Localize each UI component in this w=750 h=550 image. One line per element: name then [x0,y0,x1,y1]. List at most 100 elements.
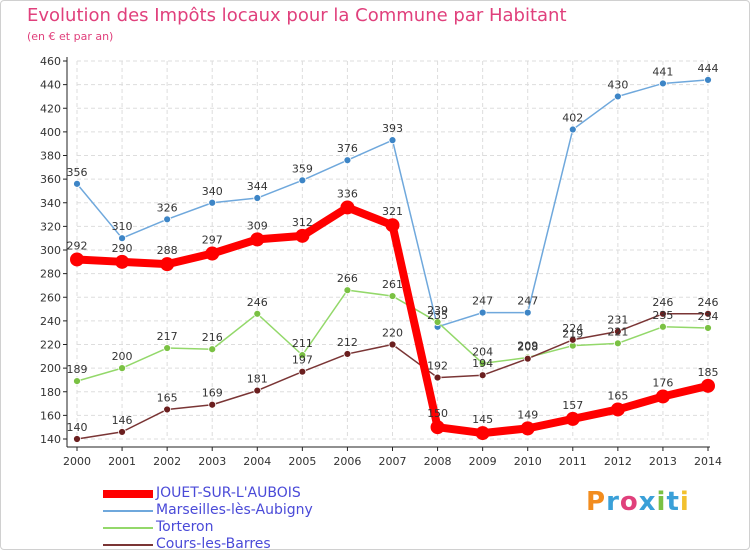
series-4-point [73,435,81,443]
series-4-data-label: 181 [247,373,268,386]
series-4-point [343,350,352,358]
series-3-point [478,359,487,368]
legend-label: Torteron [156,519,214,535]
series-4-point [659,309,667,318]
series-4-data-label: 212 [337,336,358,349]
series-1-data-label: 149 [517,408,538,421]
x-tick-label: 2006 [333,455,361,468]
y-tick-label: 460 [40,55,61,68]
x-tick-label: 2011 [559,455,587,468]
series-1-point [701,378,715,393]
y-tick-label: 360 [40,173,61,186]
legend-label: Cours-les-Barres [156,536,271,550]
series-1-data-label: 321 [382,205,403,218]
series-3-data-label: 217 [157,330,178,343]
series-1-data-label: 312 [292,216,313,229]
series-2-point [73,179,81,188]
series-1-data-label: 292 [67,239,88,252]
series-3-point [73,377,81,386]
series-4-point [298,367,307,376]
series-2-data-label: 247 [472,295,493,308]
series-4-data-label: 140 [67,421,88,434]
series-3-point [208,345,217,354]
y-tick-label: 160 [40,409,61,422]
series-1-data-label: 297 [202,234,223,247]
series-2-data-label: 310 [112,220,133,233]
series-4-data-label: 192 [427,360,448,373]
series-3-data-label: 219 [562,328,583,341]
legend-swatch [103,489,153,498]
series-1-point [430,420,445,435]
series-2-point [343,156,352,165]
series-4-data-label: 197 [292,354,313,367]
x-tick-label: 2009 [469,455,497,468]
series-2-data-label: 393 [382,122,403,135]
series-2-data-label: 376 [337,142,358,155]
series-3-point [704,324,712,332]
series-2-data-label: 430 [607,78,628,91]
brand-letter: i [679,487,690,517]
series-2-data-label: 444 [698,62,719,75]
series-2-data-label: 340 [202,185,223,198]
y-tick-label: 260 [40,291,61,304]
series-1-point [70,252,84,267]
series-2-data-label: 247 [517,295,538,308]
series-2-point [298,176,307,185]
series-2-data-label: 344 [247,180,268,193]
series-1-point [205,246,220,261]
x-tick-label: 2013 [649,455,677,468]
series-3-point [343,286,352,295]
x-tick-label: 2000 [63,455,91,468]
series-1-data-label: 176 [652,376,673,389]
brand-letter: r [606,487,620,517]
y-tick-label: 440 [40,79,61,92]
series-3-point [613,339,622,348]
y-tick-label: 320 [40,220,61,233]
x-tick-label: 2003 [198,455,226,468]
series-3-data-label: 239 [427,304,448,317]
series-3-data-label: 211 [292,337,313,350]
series-4-point [478,371,487,380]
series-1-data-label: 165 [607,389,628,402]
series-4-point [568,335,577,344]
series-2-point [659,79,667,88]
series-1-point [340,200,355,215]
legend-label: JOUET-SUR-L'AUBOIS [156,485,301,501]
series-1-point [565,411,580,426]
y-tick-label: 280 [40,268,61,281]
y-tick-label: 140 [40,433,61,446]
series-2-point [118,234,126,243]
series-1-point [475,426,490,441]
series-3-data-label: 266 [337,272,358,285]
series-3-point [659,322,667,331]
series-1-data-label: 145 [472,413,493,426]
series-4-point [613,327,622,336]
series-4-data-label: 246 [698,296,719,309]
series-4-data-label: 169 [202,387,223,400]
series-3-data-label: 246 [247,296,268,309]
series-1-point [610,402,625,417]
x-tick-label: 2002 [153,455,181,468]
series-4-point [253,386,262,395]
series-3-data-label: 235 [652,309,673,322]
series-1-point [385,218,400,233]
series-2-data-label: 441 [652,65,673,78]
series-2-point [388,136,397,145]
series-4-point [208,400,217,409]
series-2 [73,76,712,331]
y-tick-label: 240 [40,315,61,328]
series-1 [70,200,715,441]
y-tick-label: 220 [40,339,61,352]
series-3-point [253,309,262,318]
series-2-point [478,308,487,317]
brand-letter: i [656,487,667,517]
y-tick-label: 340 [40,197,61,210]
series-2-data-label: 402 [562,112,583,125]
series-3-data-label: 200 [112,350,133,363]
y-tick-label: 200 [40,362,61,375]
legend-swatch [103,509,153,512]
series-2-data-label: 359 [292,162,313,175]
series-1-data-label: 288 [157,244,178,257]
series-3-data-label: 261 [382,278,403,291]
